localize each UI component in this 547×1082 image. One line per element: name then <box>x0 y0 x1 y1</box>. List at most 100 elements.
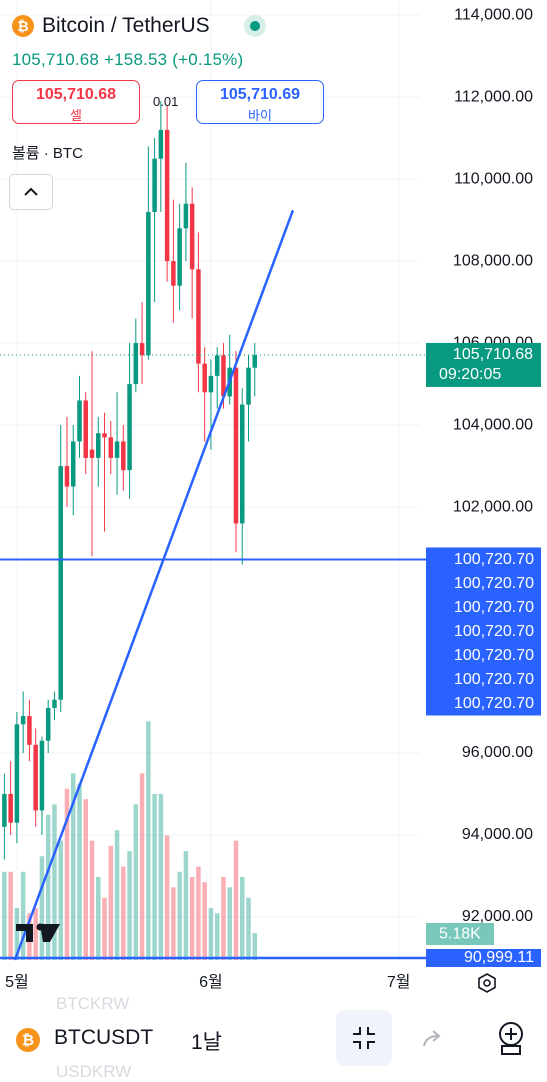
chevron-up <box>24 187 38 196</box>
candle-body <box>102 433 107 438</box>
volume-bar <box>102 897 107 960</box>
volume-bar <box>20 871 26 960</box>
alert-label-bg <box>426 595 541 620</box>
sell-button[interactable]: 105,710.68 셀 <box>12 80 140 124</box>
candle-body <box>45 707 51 741</box>
price-chart: 92,000.00 94,000.00 96,000.00 102,000.00 104… <box>0 0 541 993</box>
symbol-button[interactable]: BTCUSDT <box>54 1026 154 1049</box>
volume-bar <box>8 871 13 960</box>
settings-icon-center <box>483 979 491 987</box>
share-button[interactable] <box>420 1026 446 1052</box>
candle-body <box>171 261 176 286</box>
volume-bar <box>239 876 245 960</box>
coin-icon: ₿ <box>16 1028 40 1052</box>
alert-label: 100,720.70 <box>454 575 534 592</box>
candle-body <box>8 793 13 823</box>
alert-label-bg <box>426 667 541 692</box>
logo-shape <box>16 924 60 942</box>
ghost-symbol: USDKRW <box>56 1062 132 1081</box>
fullscreen-button[interactable] <box>336 1010 392 1066</box>
y-tick-label: 112,000.00 <box>454 88 533 105</box>
support-label: 90,999.11 <box>464 949 534 966</box>
tv-logo <box>16 923 60 942</box>
candle-body <box>246 367 251 405</box>
market-status <box>243 15 266 37</box>
volume-bar <box>58 840 63 960</box>
add-indicator-button[interactable] <box>496 1020 530 1060</box>
y-tick-label: 114,000.00 <box>454 6 533 23</box>
last-price-bg <box>426 342 541 387</box>
candle-body <box>239 404 245 524</box>
alert-label-bg <box>426 643 541 668</box>
volume-bar <box>127 851 132 960</box>
y-tick-label: 94,000.00 <box>462 826 533 843</box>
candle-body <box>202 363 207 393</box>
candle-body <box>233 367 239 524</box>
volume-bar <box>171 887 176 960</box>
candle-body <box>64 466 70 487</box>
volume-bar <box>177 871 182 960</box>
volume-bar <box>108 845 114 960</box>
trend-line <box>13 209 295 961</box>
volume-bar <box>89 840 95 960</box>
coin-icon: ₿ <box>12 15 34 37</box>
volume-bar <box>133 804 139 960</box>
quote: 105,710.68 +158.53 (+0.15%) <box>12 50 244 69</box>
interval-button[interactable]: 1날 <box>191 1031 222 1054</box>
buy-label: 바이 <box>248 108 272 123</box>
candle-body <box>133 343 139 385</box>
candle-body <box>127 384 132 471</box>
volume-bar <box>208 908 214 960</box>
candle-body <box>189 203 195 270</box>
volume-bar <box>158 793 164 960</box>
support-label-bg <box>426 948 541 967</box>
candle-body <box>158 129 164 159</box>
candle-body <box>139 343 145 356</box>
spread: 0.01 <box>153 94 179 109</box>
collapse-button[interactable] <box>9 174 53 210</box>
volume-bar <box>121 866 126 960</box>
candle-body <box>177 228 182 286</box>
candle-body <box>108 437 114 458</box>
candle-body <box>183 203 189 229</box>
y-tick-label: 110,000.00 <box>454 170 533 187</box>
volume-bar <box>221 876 226 960</box>
candle-body <box>52 699 57 708</box>
y-tick-label: 104,000.00 <box>453 416 533 433</box>
alert-label: 100,720.70 <box>454 695 534 712</box>
candle-body <box>164 129 170 262</box>
candle-body <box>2 793 7 827</box>
candle-body <box>27 716 32 745</box>
candle-body <box>77 400 82 442</box>
alert-label: 100,720.70 <box>454 647 534 664</box>
volume-bar <box>146 721 151 960</box>
countdown: 09:20:05 <box>439 366 501 383</box>
volume-bar <box>152 793 157 960</box>
volume-bar <box>2 871 7 960</box>
candle-body <box>196 269 201 364</box>
volume-bar <box>214 913 220 960</box>
candle-body <box>152 158 157 212</box>
volume-label: 5.18K <box>439 926 481 943</box>
volume-bar <box>77 783 82 960</box>
symbol-header: ₿ Bitcoin / TetherUS 105,710.68 +158.53 … <box>0 0 420 220</box>
volume-bar <box>70 773 76 960</box>
y-tick-label: 92,000.00 <box>462 908 533 925</box>
y-tick-label: 102,000.00 <box>453 498 533 515</box>
logo-dot <box>36 923 44 931</box>
volume-bar <box>189 876 195 960</box>
volume-bar <box>39 856 45 960</box>
volume-bar <box>183 851 189 960</box>
candle-body <box>96 433 101 458</box>
volume-bar <box>252 933 258 960</box>
volume-bar <box>96 876 101 960</box>
volume-bar <box>52 804 57 960</box>
volume-bar <box>233 840 239 960</box>
candle-body <box>58 466 63 700</box>
volume-bar <box>14 908 20 960</box>
candle-body <box>70 441 76 487</box>
settings-icon <box>478 973 496 993</box>
buy-button[interactable]: 105,710.69 바이 <box>196 80 324 124</box>
alert-label: 100,720.70 <box>454 551 534 568</box>
volume-bar <box>83 799 89 960</box>
